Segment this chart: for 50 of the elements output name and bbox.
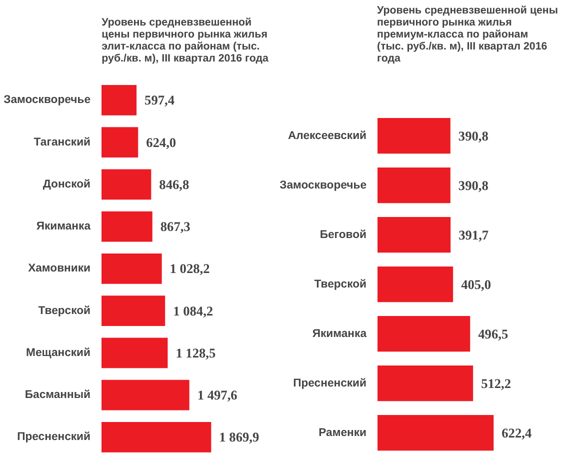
- bar: [102, 211, 152, 242]
- data-label: 1 128,5: [176, 345, 216, 360]
- data-label: 1 869,9: [219, 430, 260, 445]
- data-label: 496,5: [478, 326, 508, 342]
- data-label: 1 084,2: [173, 303, 214, 318]
- data-label: 1 028,2: [170, 261, 210, 276]
- bar: [102, 169, 152, 200]
- data-label: 405,0: [461, 276, 492, 292]
- chart-title: Уровень средневзвешенной цены первичного рынка жилья премиум-класса по районам (тыс. руб./кв. м), III квартал 2016 года: [377, 4, 558, 64]
- data-label: 622,4: [502, 425, 532, 440]
- y-tick-label: Якиманка: [312, 328, 368, 340]
- y-tick-label: Пресненский: [17, 431, 91, 444]
- data-label: 624,0: [146, 134, 176, 150]
- bar: [378, 167, 450, 204]
- bar: [102, 338, 168, 368]
- y-tick-label: Донской: [42, 178, 91, 190]
- bar: [102, 127, 138, 158]
- y-tick-label: Алексеевский: [288, 130, 367, 142]
- bar: [102, 85, 137, 116]
- y-tick-label: Тверской: [38, 304, 91, 317]
- y-tick-label: Мещанский: [26, 346, 91, 359]
- bar: [378, 118, 450, 154]
- data-label: 846,8: [159, 176, 190, 192]
- bar: [378, 414, 494, 451]
- data-label: 512,2: [481, 376, 512, 391]
- bar: [102, 296, 166, 326]
- data-label: 390,8: [458, 178, 489, 193]
- y-tick-label: Беговой: [320, 228, 367, 241]
- y-tick-label: Хамовники: [28, 262, 91, 275]
- bar: [378, 216, 451, 253]
- y-tick-label: Тверской: [314, 278, 367, 290]
- y-tick-label: Раменки: [318, 426, 367, 439]
- bar: [378, 316, 470, 352]
- bar: [378, 266, 454, 302]
- chart-title: Уровень средневзвешенной цены первичного рынка жилья элит-класса по районам (тыс. руб./кв. м), III квартал 2016 года: [102, 16, 268, 64]
- y-tick-label: Якиманка: [36, 220, 92, 233]
- y-tick-label: Замоскворечье: [4, 94, 91, 106]
- bar: [102, 422, 212, 452]
- y-tick-label: Басманный: [24, 389, 91, 402]
- y-tick-label: Замоскворечье: [280, 179, 367, 192]
- y-tick-label: Пресненский: [293, 377, 367, 390]
- bar: [378, 365, 474, 402]
- bar: [102, 254, 162, 284]
- data-label: 391,7: [458, 227, 489, 242]
- data-label: 1 497,6: [197, 388, 238, 403]
- data-label: 597,4: [144, 92, 175, 108]
- bar: [102, 380, 190, 410]
- data-label: 867,3: [160, 219, 191, 234]
- y-tick-label: Таганский: [34, 136, 91, 148]
- data-label: 390,8: [458, 128, 489, 144]
